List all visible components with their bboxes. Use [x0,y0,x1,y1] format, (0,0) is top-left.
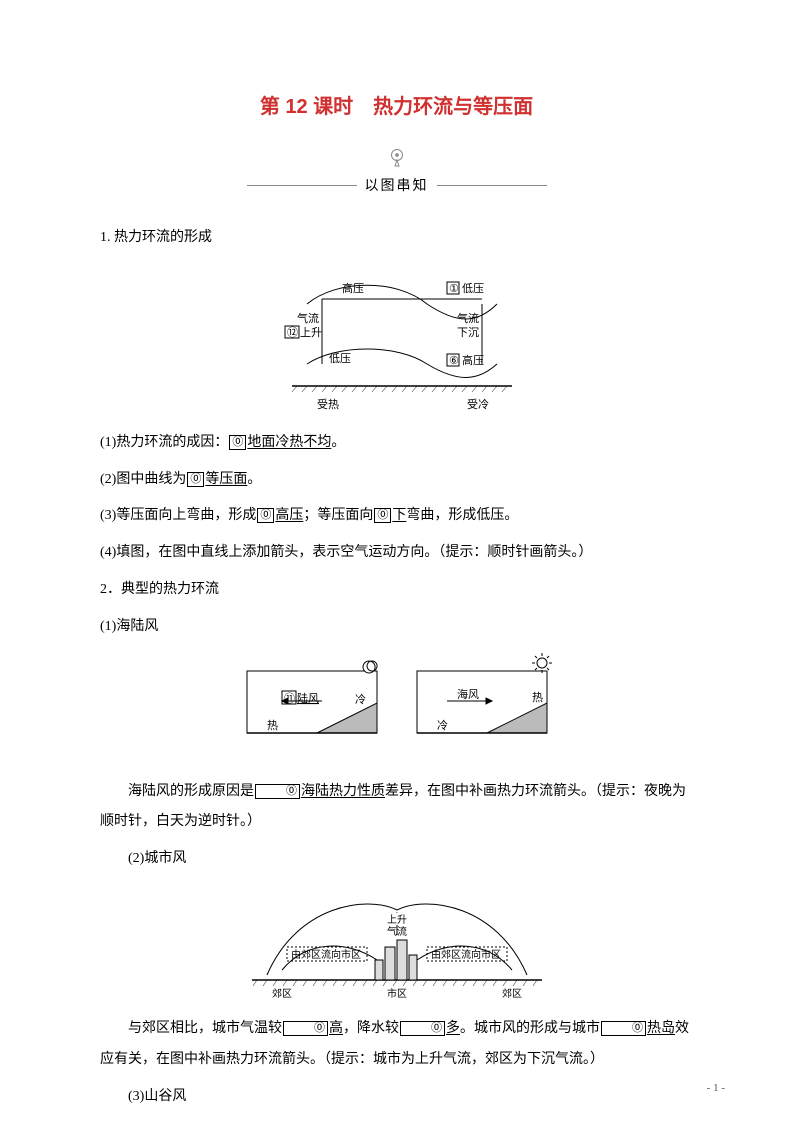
svg-text:热: 热 [267,719,278,732]
svg-text:郊区: 郊区 [272,987,292,1000]
svg-text:海风: 海风 [457,687,479,701]
section-header-text: 以图串知 [365,175,429,195]
svg-text:上升: 上升 [300,326,322,339]
pin-icon [390,149,404,167]
urban-wind-diagram: 上升 气流 由郊区流向市区 由郊区流向市区 郊区 市区 郊区 [237,885,557,1000]
svg-text:受热: 受热 [317,398,339,411]
svg-text:⑫: ⑫ [287,326,298,339]
fill-box: ⓪ [255,784,300,799]
s1-item-2: (2)图中曲线为⓪等压面。 [100,465,693,496]
s1-item-4: (4)填图，在图中直线上添加箭头，表示空气运动方向。（提示：顺时针画箭头。） [100,538,693,569]
svg-text:高压: 高压 [342,281,364,295]
fill-box: ⓪ [257,508,274,523]
svg-text:陆风: 陆风 [297,691,319,705]
svg-text:上升: 上升 [387,914,407,926]
svg-text:下沉: 下沉 [457,326,479,339]
s2-sub1-text: 海陆风的形成原因是⓪海陆热力性质差异，在图中补画热力环流箭头。（提示：夜晚为顺时… [100,777,693,839]
svg-text:由郊区流向市区: 由郊区流向市区 [291,948,361,961]
s2-sub2-text: 与郊区相比，城市气温较⓪高，降水较⓪多。城市风的形成与城市⓪热岛效应有关，在图中… [100,1014,693,1076]
s1-item-1: (1)热力环流的成因：⓪地面冷热不均。 [100,428,693,459]
svg-text:受冷: 受冷 [467,398,489,411]
svg-text:郊区: 郊区 [502,987,522,1000]
s2-sub1-label: (1)海陆风 [100,612,693,643]
svg-text:①: ① [449,283,459,295]
svg-text:气流: 气流 [457,311,479,325]
svg-text:低压: 低压 [329,352,351,365]
fill-box: ⓪ [601,1021,646,1036]
svg-text:冷: 冷 [437,719,448,732]
fill-box: ⓪ [374,508,391,523]
thermal-circulation-diagram: 高压 ① 低压 气流 ⑫ 上升 气流 下沉 低压 ⑥ 高压 受热 受冷 [267,264,527,414]
fill-box: ⓪ [229,435,246,450]
svg-text:⑥: ⑥ [449,355,459,367]
svg-text:由郊区流向市区: 由郊区流向市区 [431,948,501,961]
fill-box: ⓪ [187,472,204,487]
svg-text:市区: 市区 [387,987,407,1000]
page-title: 第 12 课时 热力环流与等压面 [100,90,693,119]
section1-heading: 1. 热力环流的形成 [100,223,693,254]
svg-text:⑪: ⑪ [284,692,295,705]
svg-text:低压: 低压 [462,282,484,295]
section2-heading: 2．典型的热力环流 [100,575,693,606]
s2-sub3-label: (3)山谷风 [100,1082,693,1113]
svg-text:高压: 高压 [462,353,484,367]
fill-box: ⓪ [400,1021,445,1036]
sea-land-breeze-diagram: ⑪ 陆风 热 冷 海风 冷 热 [227,653,567,763]
svg-text:气流: 气流 [297,311,319,325]
s1-item-3: (3)等压面向上弯曲，形成⓪高压；等压面向⓪下弯曲，形成低压。 [100,501,693,532]
page-number: - 1 - [707,1082,725,1094]
s2-sub2-label: (2)城市风 [100,844,693,875]
svg-text:气流: 气流 [387,925,407,938]
svg-text:冷: 冷 [355,693,366,706]
svg-text:热: 热 [532,691,543,704]
fill-box: ⓪ [283,1021,328,1036]
section-header: 以图串知 [100,149,693,195]
